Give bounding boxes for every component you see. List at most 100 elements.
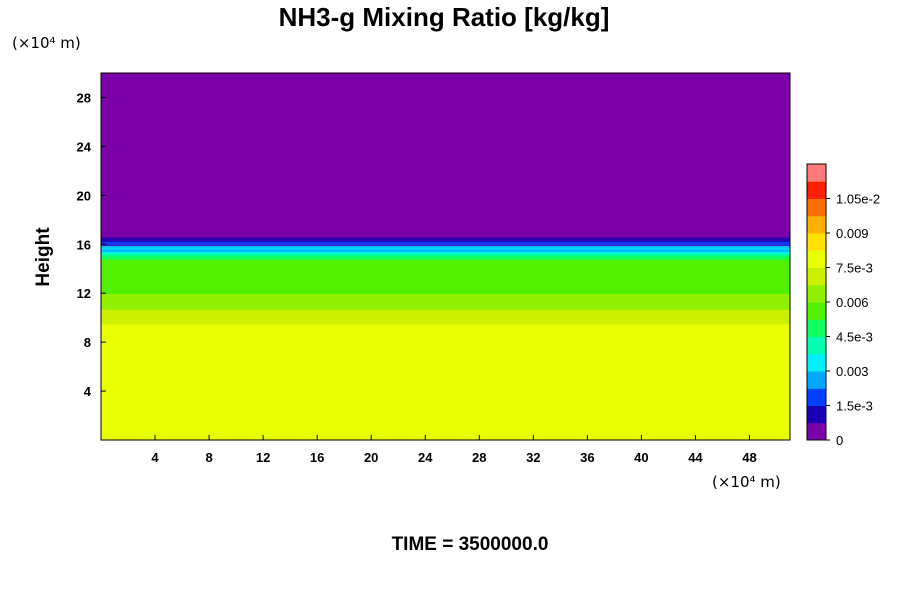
time-label: TIME = 3500000.0 [392, 534, 549, 555]
field-band [101, 329, 790, 331]
field-band [101, 381, 790, 384]
field-band [101, 358, 790, 361]
x-tick-label: 20 [364, 450, 378, 465]
field-band [101, 356, 790, 359]
field-band [101, 290, 790, 293]
field-band [101, 268, 790, 271]
field-band [101, 367, 790, 370]
field-band [101, 393, 790, 396]
colorbar-swatch [807, 233, 826, 251]
field-band [101, 433, 790, 436]
field-band [101, 284, 790, 287]
field-boundary-layer [101, 246, 790, 251]
field-band [101, 311, 790, 314]
colorbar-swatch [807, 319, 826, 337]
field-band [101, 277, 790, 280]
x-tick-label: 24 [418, 450, 433, 465]
colorbar: 1.05e-2 0.009 7.5e-3 0.006 4.5e-3 0.003 1.5e-3… [806, 163, 880, 448]
field-band [101, 286, 790, 289]
heatmap-field [101, 73, 790, 441]
field-band [101, 418, 790, 421]
field-band [101, 380, 790, 383]
field-band [101, 262, 790, 265]
y-ticks: 4 8 12 16 20 24 28 [77, 90, 106, 399]
field-band [101, 389, 790, 392]
field-band [101, 285, 790, 288]
field-band [101, 334, 790, 337]
field-band [101, 303, 790, 306]
field-band [101, 297, 790, 300]
field-band [101, 325, 790, 327]
plot-frame [100, 72, 791, 441]
field-band [101, 255, 790, 257]
field-band [101, 256, 790, 259]
field-band [101, 403, 790, 405]
field-band [101, 331, 790, 334]
x-tick-label: 12 [256, 450, 270, 465]
y-tick-label: 28 [77, 90, 91, 105]
colorbar-tick-label: 0.009 [836, 226, 869, 241]
x-unit-label: (×10⁴ m) [712, 473, 781, 491]
y-tick-label: 8 [84, 335, 91, 350]
field-band [101, 346, 790, 349]
field-band [101, 351, 790, 354]
field-band [101, 276, 790, 279]
field-band [101, 253, 790, 256]
field-band [101, 322, 790, 325]
colorbar-swatch [807, 302, 826, 320]
field-band [101, 359, 790, 362]
y-tick-label: 24 [77, 139, 92, 154]
field-band [101, 347, 790, 350]
x-tick-label: 48 [742, 450, 756, 465]
field-band [101, 400, 790, 403]
field-band [101, 266, 790, 269]
field-band [101, 273, 790, 276]
field-band [101, 343, 790, 346]
field-band [101, 292, 790, 294]
field-band [101, 355, 790, 358]
field-band [101, 295, 790, 298]
field-band [101, 422, 790, 425]
field-band [101, 409, 790, 412]
field-boundary-layer [101, 241, 790, 246]
field-band [101, 412, 790, 415]
colorbar-tick-label: 1.05e-2 [836, 192, 880, 207]
colorbar-swatch [807, 198, 826, 217]
field-band [101, 278, 790, 281]
field-band [101, 338, 790, 341]
field-band [101, 366, 790, 368]
field-band [101, 395, 790, 398]
field-band [101, 352, 790, 355]
field-band [101, 399, 790, 401]
field-band [101, 414, 790, 417]
field-band [101, 299, 790, 302]
y-tick-label: 12 [77, 286, 91, 301]
field-band [101, 413, 790, 416]
field-band [101, 375, 790, 378]
field-band [101, 436, 790, 438]
colorbar-swatch [807, 405, 826, 424]
field-band [101, 385, 790, 388]
colorbar-swatch [807, 284, 826, 303]
field-band [101, 354, 790, 357]
field-band [101, 332, 790, 335]
field-band [101, 376, 790, 379]
field-band [101, 379, 790, 382]
field-band [101, 298, 790, 301]
field-band [101, 281, 790, 284]
field-band [101, 288, 790, 290]
field-band [101, 425, 790, 428]
field-band [101, 405, 790, 408]
field-band [101, 260, 790, 263]
colorbar-swatch [807, 353, 826, 372]
colorbar-swatch [807, 336, 826, 355]
colorbar-tick-label: 4.5e-3 [836, 330, 873, 345]
colorbar-swatch [807, 164, 826, 182]
field-band [101, 391, 790, 394]
field-band [101, 309, 790, 312]
y-axis-label: Height [33, 227, 54, 287]
y-unit-label: (×10⁴ m) [12, 34, 81, 52]
field-band [101, 318, 790, 321]
field-band [101, 369, 790, 372]
colorbar-swatch [807, 422, 826, 441]
